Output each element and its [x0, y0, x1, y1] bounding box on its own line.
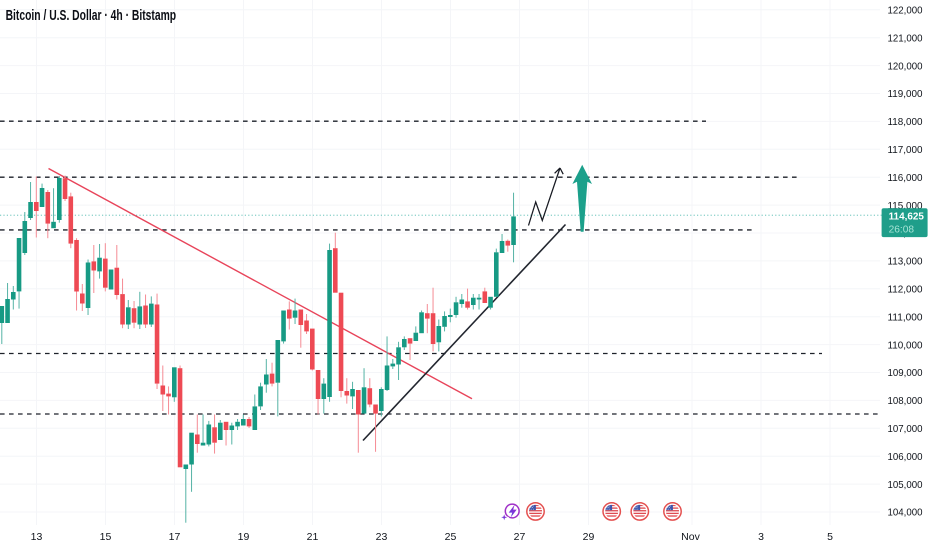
svg-text:27: 27 — [514, 531, 526, 543]
svg-text:17: 17 — [169, 531, 181, 543]
svg-text:111,000: 111,000 — [888, 311, 923, 323]
svg-text:29: 29 — [583, 531, 595, 543]
svg-text:3: 3 — [758, 531, 764, 543]
svg-text:Bitcoin / U.S. Dollar · 4h · B: Bitcoin / U.S. Dollar · 4h · Bitstamp — [6, 8, 177, 24]
svg-text:25: 25 — [445, 531, 457, 543]
svg-text:107,000: 107,000 — [888, 423, 923, 435]
svg-text:109,000: 109,000 — [888, 367, 923, 379]
svg-text:117,000: 117,000 — [888, 144, 923, 156]
svg-text:5: 5 — [827, 531, 833, 543]
svg-text:112,000: 112,000 — [888, 284, 923, 296]
svg-text:120,000: 120,000 — [888, 60, 923, 72]
svg-text:104,000: 104,000 — [888, 507, 923, 519]
svg-text:113,000: 113,000 — [888, 256, 923, 268]
svg-text:121,000: 121,000 — [888, 32, 923, 44]
svg-text:119,000: 119,000 — [888, 88, 923, 100]
svg-text:21: 21 — [307, 531, 319, 543]
svg-text:118,000: 118,000 — [888, 116, 923, 128]
svg-text:15: 15 — [100, 531, 112, 543]
svg-text:Nov: Nov — [681, 531, 700, 543]
svg-text:106,000: 106,000 — [888, 451, 923, 463]
svg-text:19: 19 — [238, 531, 250, 543]
svg-text:116,000: 116,000 — [888, 172, 923, 184]
svg-text:23: 23 — [376, 531, 388, 543]
svg-text:108,000: 108,000 — [888, 395, 923, 407]
svg-text:105,000: 105,000 — [888, 479, 923, 491]
svg-text:114,625: 114,625 — [889, 211, 925, 222]
svg-text:26:08: 26:08 — [889, 224, 915, 236]
svg-text:13: 13 — [31, 531, 43, 543]
svg-text:122,000: 122,000 — [888, 5, 923, 17]
svg-text:110,000: 110,000 — [888, 339, 923, 351]
